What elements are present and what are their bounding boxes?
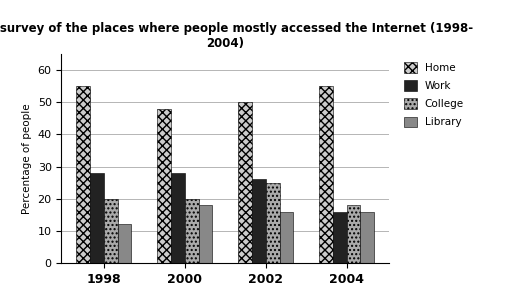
Legend: Home, Work, College, Library: Home, Work, College, Library [401, 59, 467, 131]
Bar [76, 86, 90, 263]
Bar [118, 225, 132, 263]
Bar [238, 102, 252, 263]
Bar [252, 179, 266, 263]
Bar [90, 173, 104, 263]
Bar [319, 86, 333, 263]
Y-axis label: Percentage of people: Percentage of people [22, 103, 32, 214]
Bar [333, 212, 347, 263]
Bar [104, 199, 118, 263]
Bar [199, 205, 212, 263]
Title: UK survey of the places where people mostly accessed the Internet (1998-
2004): UK survey of the places where people mos… [0, 22, 473, 50]
Bar [347, 205, 360, 263]
Bar [157, 109, 171, 263]
Bar [266, 183, 280, 263]
Bar [280, 212, 293, 263]
Bar [185, 199, 199, 263]
Bar [171, 173, 185, 263]
Bar [360, 212, 374, 263]
